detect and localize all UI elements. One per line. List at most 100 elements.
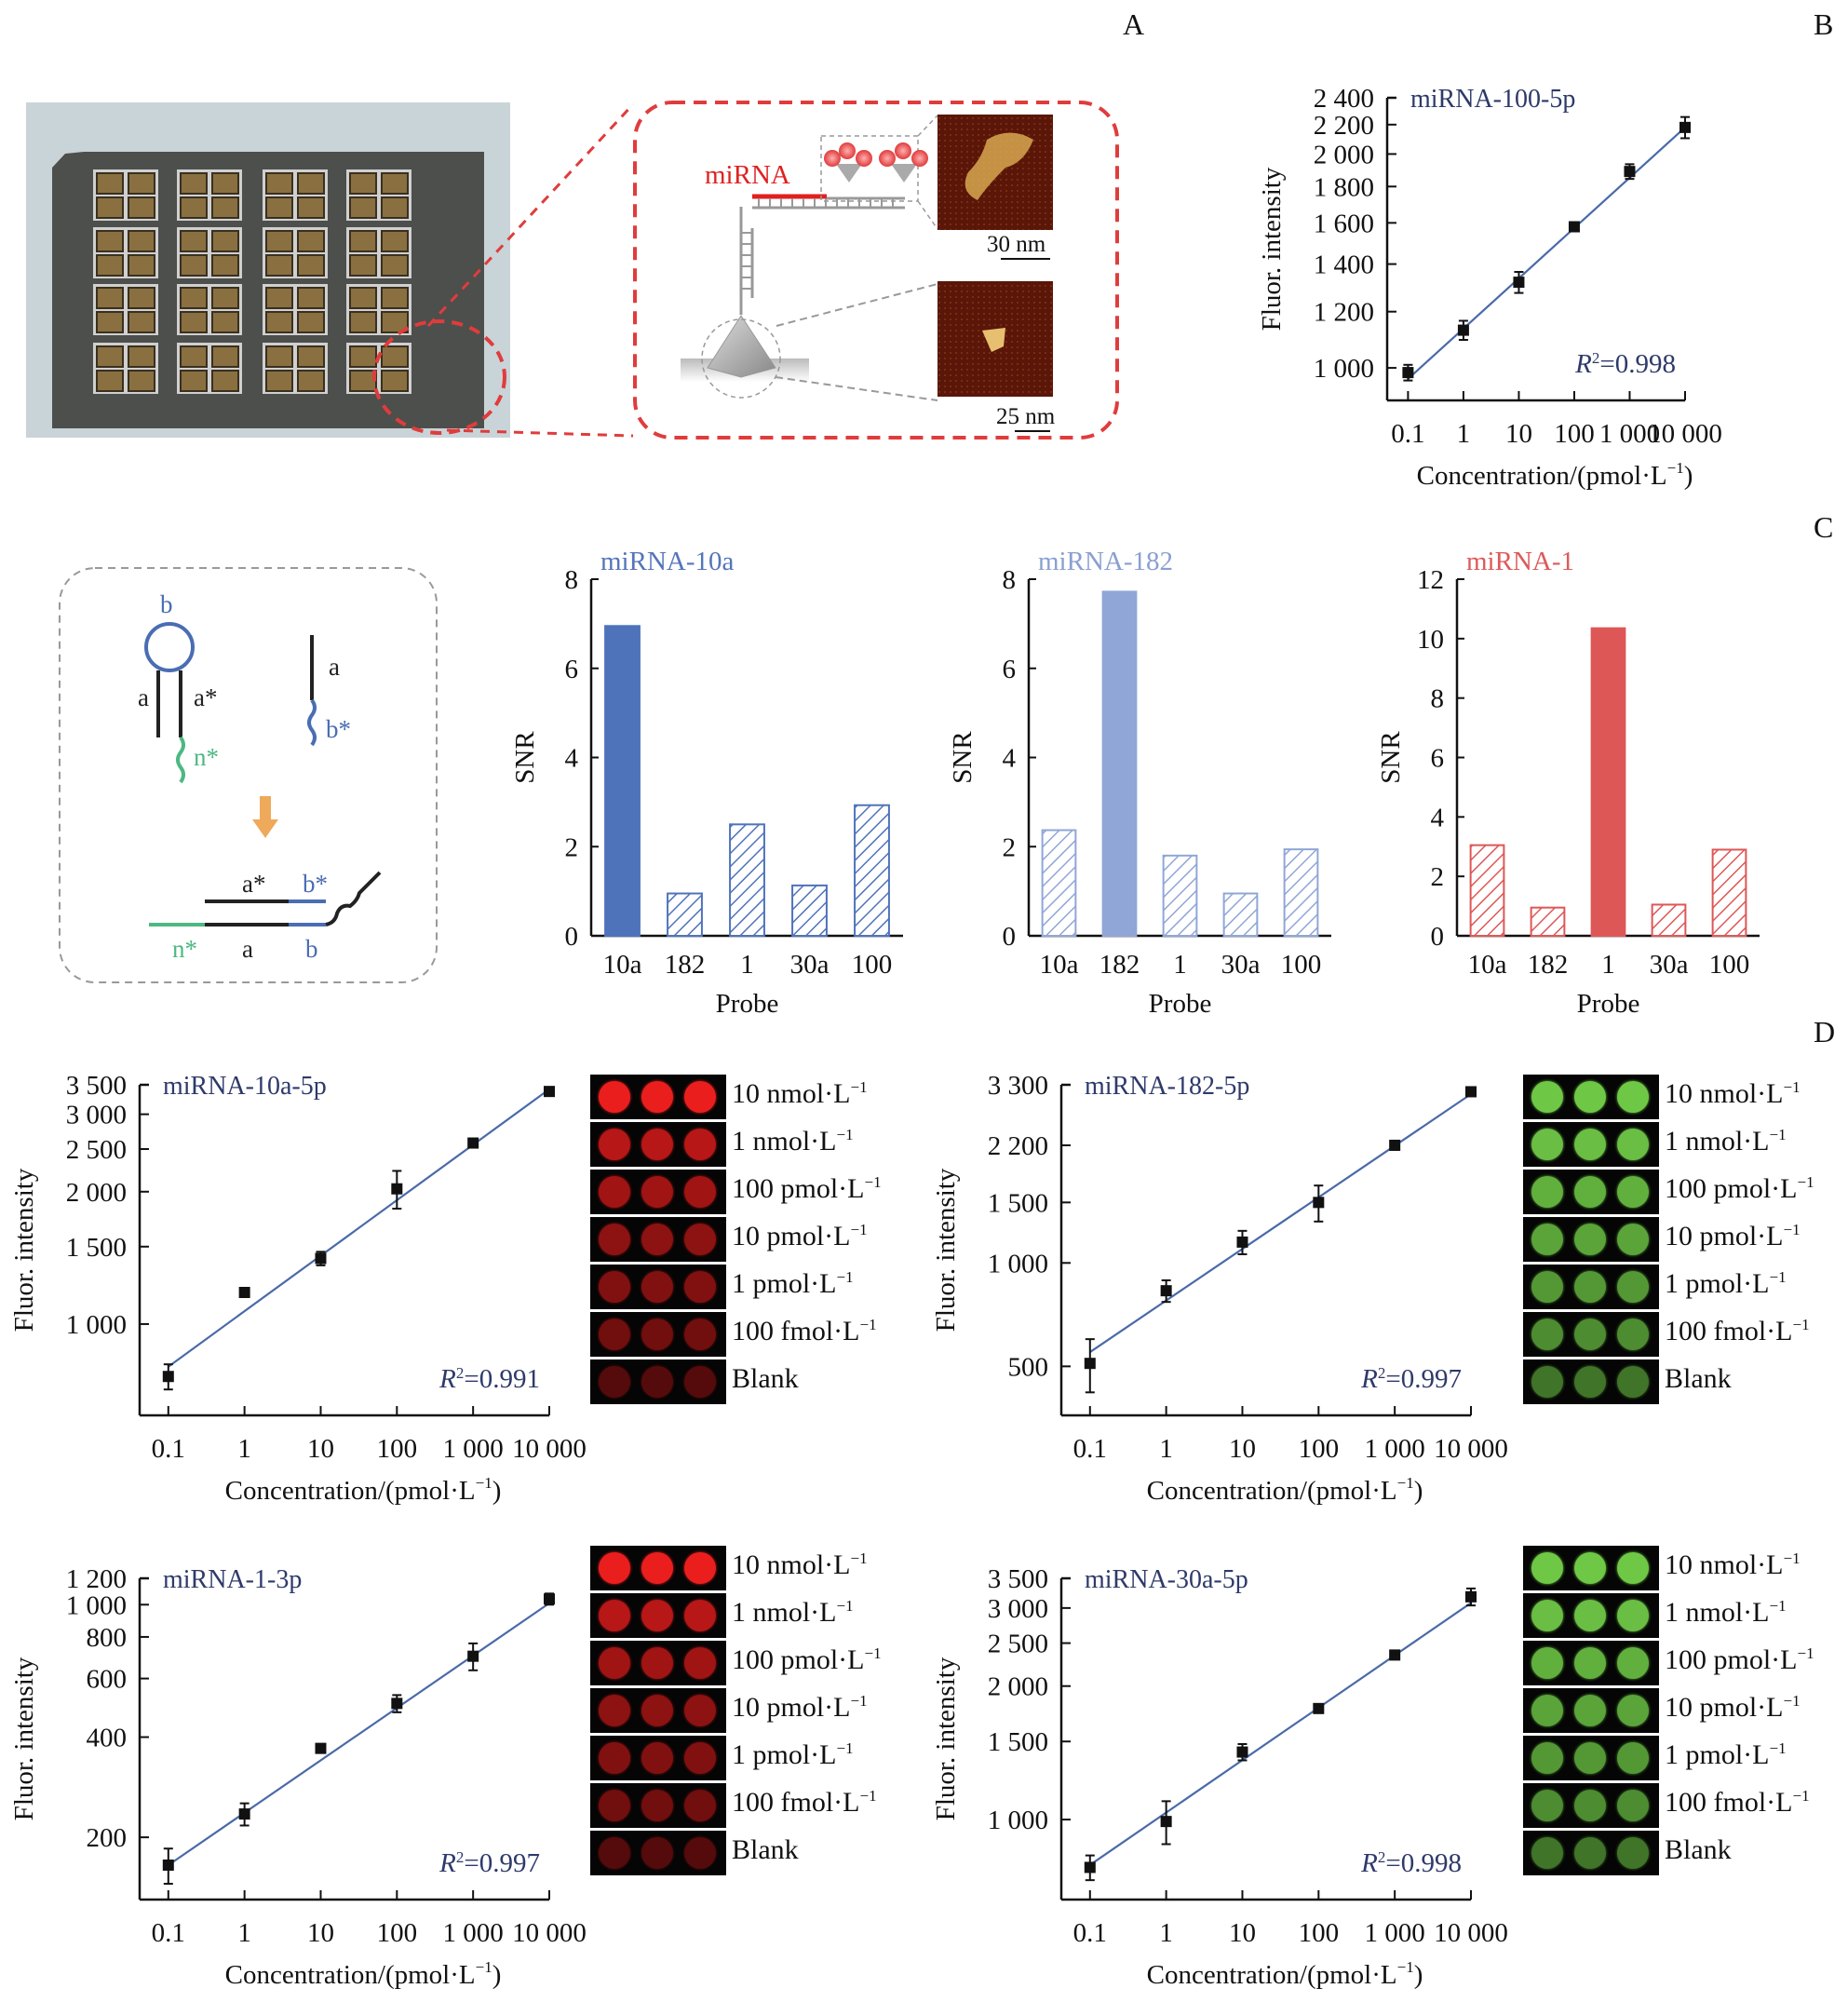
fluor-spot bbox=[684, 1647, 716, 1679]
panel-label-c: C bbox=[1814, 510, 1834, 544]
gold-well bbox=[211, 287, 239, 309]
concentration-label: 1 nmol·L−1 bbox=[732, 1597, 854, 1628]
label-product-b: b bbox=[305, 935, 318, 963]
y-tick-label: 1 000 bbox=[988, 1806, 1048, 1835]
y-tick-label: 2 bbox=[1003, 832, 1017, 862]
gold-well bbox=[297, 230, 325, 252]
bar bbox=[791, 884, 828, 937]
y-tick-label: 1 200 bbox=[1314, 298, 1374, 328]
panel-label-a: A bbox=[1123, 7, 1145, 41]
x-tick-label: 10 000 bbox=[512, 1434, 587, 1464]
y-tick-label: 2 bbox=[565, 832, 579, 862]
fluor-spot bbox=[1531, 1742, 1563, 1774]
x-tick-label: 10 000 bbox=[512, 1918, 587, 1948]
fluor-spot bbox=[641, 1552, 673, 1584]
data-point bbox=[315, 1742, 327, 1754]
concentration-label: 1 nmol·L−1 bbox=[1665, 1597, 1787, 1628]
x-tick-label: 100 bbox=[1299, 1434, 1340, 1464]
y-tick-label: 3 300 bbox=[988, 1071, 1048, 1101]
gold-well bbox=[381, 345, 409, 368]
concentration-label: 100 pmol·L−1 bbox=[1665, 1644, 1814, 1675]
fluor-spot bbox=[684, 1552, 716, 1584]
x-tick-label: 100 bbox=[377, 1918, 418, 1948]
gold-well bbox=[297, 287, 325, 309]
gold-well bbox=[96, 196, 124, 219]
x-tick-label: 10 000 bbox=[1434, 1434, 1508, 1464]
gold-well bbox=[211, 345, 239, 368]
fluor-row bbox=[590, 1593, 726, 1638]
concentration-label: 10 pmol·L−1 bbox=[1665, 1221, 1801, 1251]
data-point bbox=[544, 1086, 555, 1098]
fluor-spot bbox=[641, 1319, 673, 1350]
fluorophore-cluster bbox=[824, 142, 928, 183]
fluor-spot bbox=[1531, 1790, 1563, 1821]
data-point bbox=[315, 1252, 327, 1265]
fluor-spot bbox=[684, 1129, 716, 1160]
fluor-spot bbox=[641, 1224, 673, 1255]
y-tick-label: 1 000 bbox=[988, 1249, 1048, 1278]
gold-well bbox=[381, 370, 409, 392]
x-tick-label: 0.1 bbox=[1073, 1434, 1107, 1464]
y-tick-label: 6 bbox=[1003, 655, 1017, 684]
gold-well bbox=[96, 370, 124, 392]
fluor-spot bbox=[599, 1552, 630, 1584]
concentration-label: 1 pmol·L−1 bbox=[1665, 1268, 1787, 1299]
data-point bbox=[467, 1650, 479, 1662]
gold-well bbox=[381, 172, 409, 195]
x-tick-label: 10 bbox=[1229, 1918, 1256, 1948]
fluor-spot bbox=[1531, 1081, 1563, 1113]
data-point bbox=[1679, 121, 1691, 133]
data-point bbox=[1402, 367, 1414, 379]
y-tick-label: 2 bbox=[1431, 862, 1445, 892]
fluor-row bbox=[1523, 1831, 1659, 1875]
data-point bbox=[391, 1183, 403, 1195]
fluor-spot bbox=[599, 1695, 630, 1726]
gold-well bbox=[265, 254, 293, 277]
x-tick-label: 1 bbox=[1601, 950, 1615, 980]
gold-well bbox=[180, 196, 208, 219]
fluor-spot bbox=[1574, 1271, 1606, 1303]
x-tick-label: 182 bbox=[1528, 950, 1569, 980]
concentration-label: 10 nmol·L−1 bbox=[1665, 1078, 1801, 1109]
fluor-spot bbox=[1531, 1552, 1563, 1584]
gold-well bbox=[96, 254, 124, 277]
gold-well bbox=[96, 311, 124, 333]
y-tick-label: 8 bbox=[1431, 684, 1445, 714]
fluor-spot bbox=[1531, 1224, 1563, 1255]
arrow-down-icon bbox=[252, 796, 278, 838]
gold-well bbox=[96, 172, 124, 195]
y-tick-label: 0 bbox=[1431, 922, 1445, 952]
x-tick-label: 182 bbox=[1099, 950, 1140, 980]
fluor-spot bbox=[641, 1647, 673, 1679]
y-tick-label: 2 400 bbox=[1314, 84, 1374, 114]
label-product-b-star: b* bbox=[303, 870, 328, 898]
label-a-star: a* bbox=[194, 683, 217, 711]
fluor-row bbox=[590, 1736, 726, 1780]
panel-label-d: D bbox=[1814, 1015, 1836, 1048]
x-tick-label: 1 000 bbox=[443, 1918, 504, 1948]
data-point bbox=[1465, 1086, 1477, 1098]
r-squared-annotation: R2=0.997 bbox=[1360, 1364, 1462, 1394]
gold-well bbox=[211, 196, 239, 219]
x-tick-label: 10 bbox=[307, 1434, 334, 1464]
y-axis-label: SNR bbox=[1376, 731, 1406, 784]
fluor-spot bbox=[1617, 1319, 1649, 1350]
fluor-spot bbox=[641, 1271, 673, 1303]
strand-displacement-diagram: b a a* n* a b* a* b* n* a b bbox=[59, 567, 438, 983]
y-tick-label: 1 500 bbox=[988, 1727, 1048, 1757]
gold-well bbox=[128, 254, 155, 277]
gold-well bbox=[211, 311, 239, 333]
data-point bbox=[1236, 1746, 1248, 1758]
gold-well bbox=[180, 230, 208, 252]
fit-line bbox=[1089, 1602, 1472, 1866]
y-tick-label: 1 000 bbox=[66, 1310, 127, 1340]
chip-wells bbox=[93, 169, 411, 394]
fluor-spot bbox=[1574, 1837, 1606, 1869]
fluor-spot bbox=[684, 1319, 716, 1350]
y-tick-label: 1 800 bbox=[1314, 172, 1374, 202]
data-point bbox=[1389, 1139, 1401, 1151]
chart-title: miRNA-10a bbox=[600, 547, 735, 576]
y-axis-label: Fluor. intensity bbox=[931, 1168, 961, 1332]
